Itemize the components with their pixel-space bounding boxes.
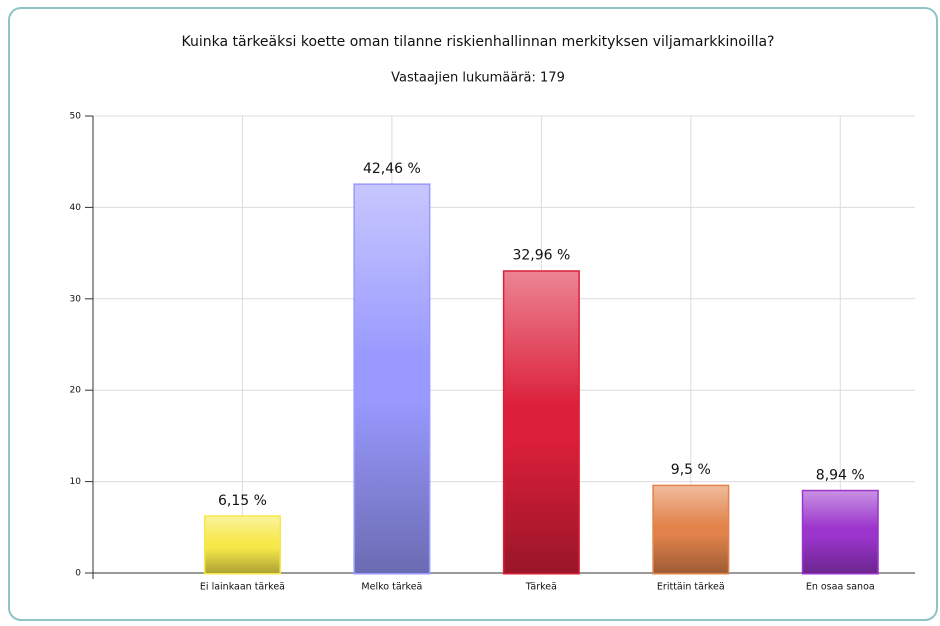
y-tick-label: 40	[70, 203, 82, 213]
y-tick-label: 50	[70, 112, 82, 122]
panel	[8, 7, 938, 621]
bar-shade	[803, 491, 878, 573]
x-tick-label: Melko tärkeä	[361, 582, 422, 593]
x-tick-label: Erittäin tärkeä	[657, 582, 725, 593]
value-label: 42,46 %	[363, 161, 421, 177]
bar-shade	[653, 486, 728, 573]
x-tick-label: Ei lainkaan tärkeä	[200, 582, 285, 593]
y-tick-label: 20	[70, 386, 82, 396]
bar-shade	[504, 271, 579, 573]
value-label: 9,5 %	[671, 462, 711, 478]
y-tick-label: 30	[70, 294, 82, 304]
bar-shade	[205, 516, 280, 573]
chart-subtitle: Vastaajien lukumäärä: 179	[391, 71, 565, 86]
value-label: 8,94 %	[816, 467, 865, 483]
bar-shade	[354, 184, 429, 574]
x-tick-label: En osaa sanoa	[806, 582, 875, 593]
x-tick-label: Tärkeä	[525, 582, 557, 593]
chart-title: Kuinka tärkeäksi koette oman tilanne ris…	[181, 34, 774, 50]
y-tick-label: 0	[75, 569, 81, 579]
value-label: 32,96 %	[512, 248, 570, 264]
value-label: 6,15 %	[218, 493, 267, 509]
y-tick-label: 10	[70, 477, 82, 487]
